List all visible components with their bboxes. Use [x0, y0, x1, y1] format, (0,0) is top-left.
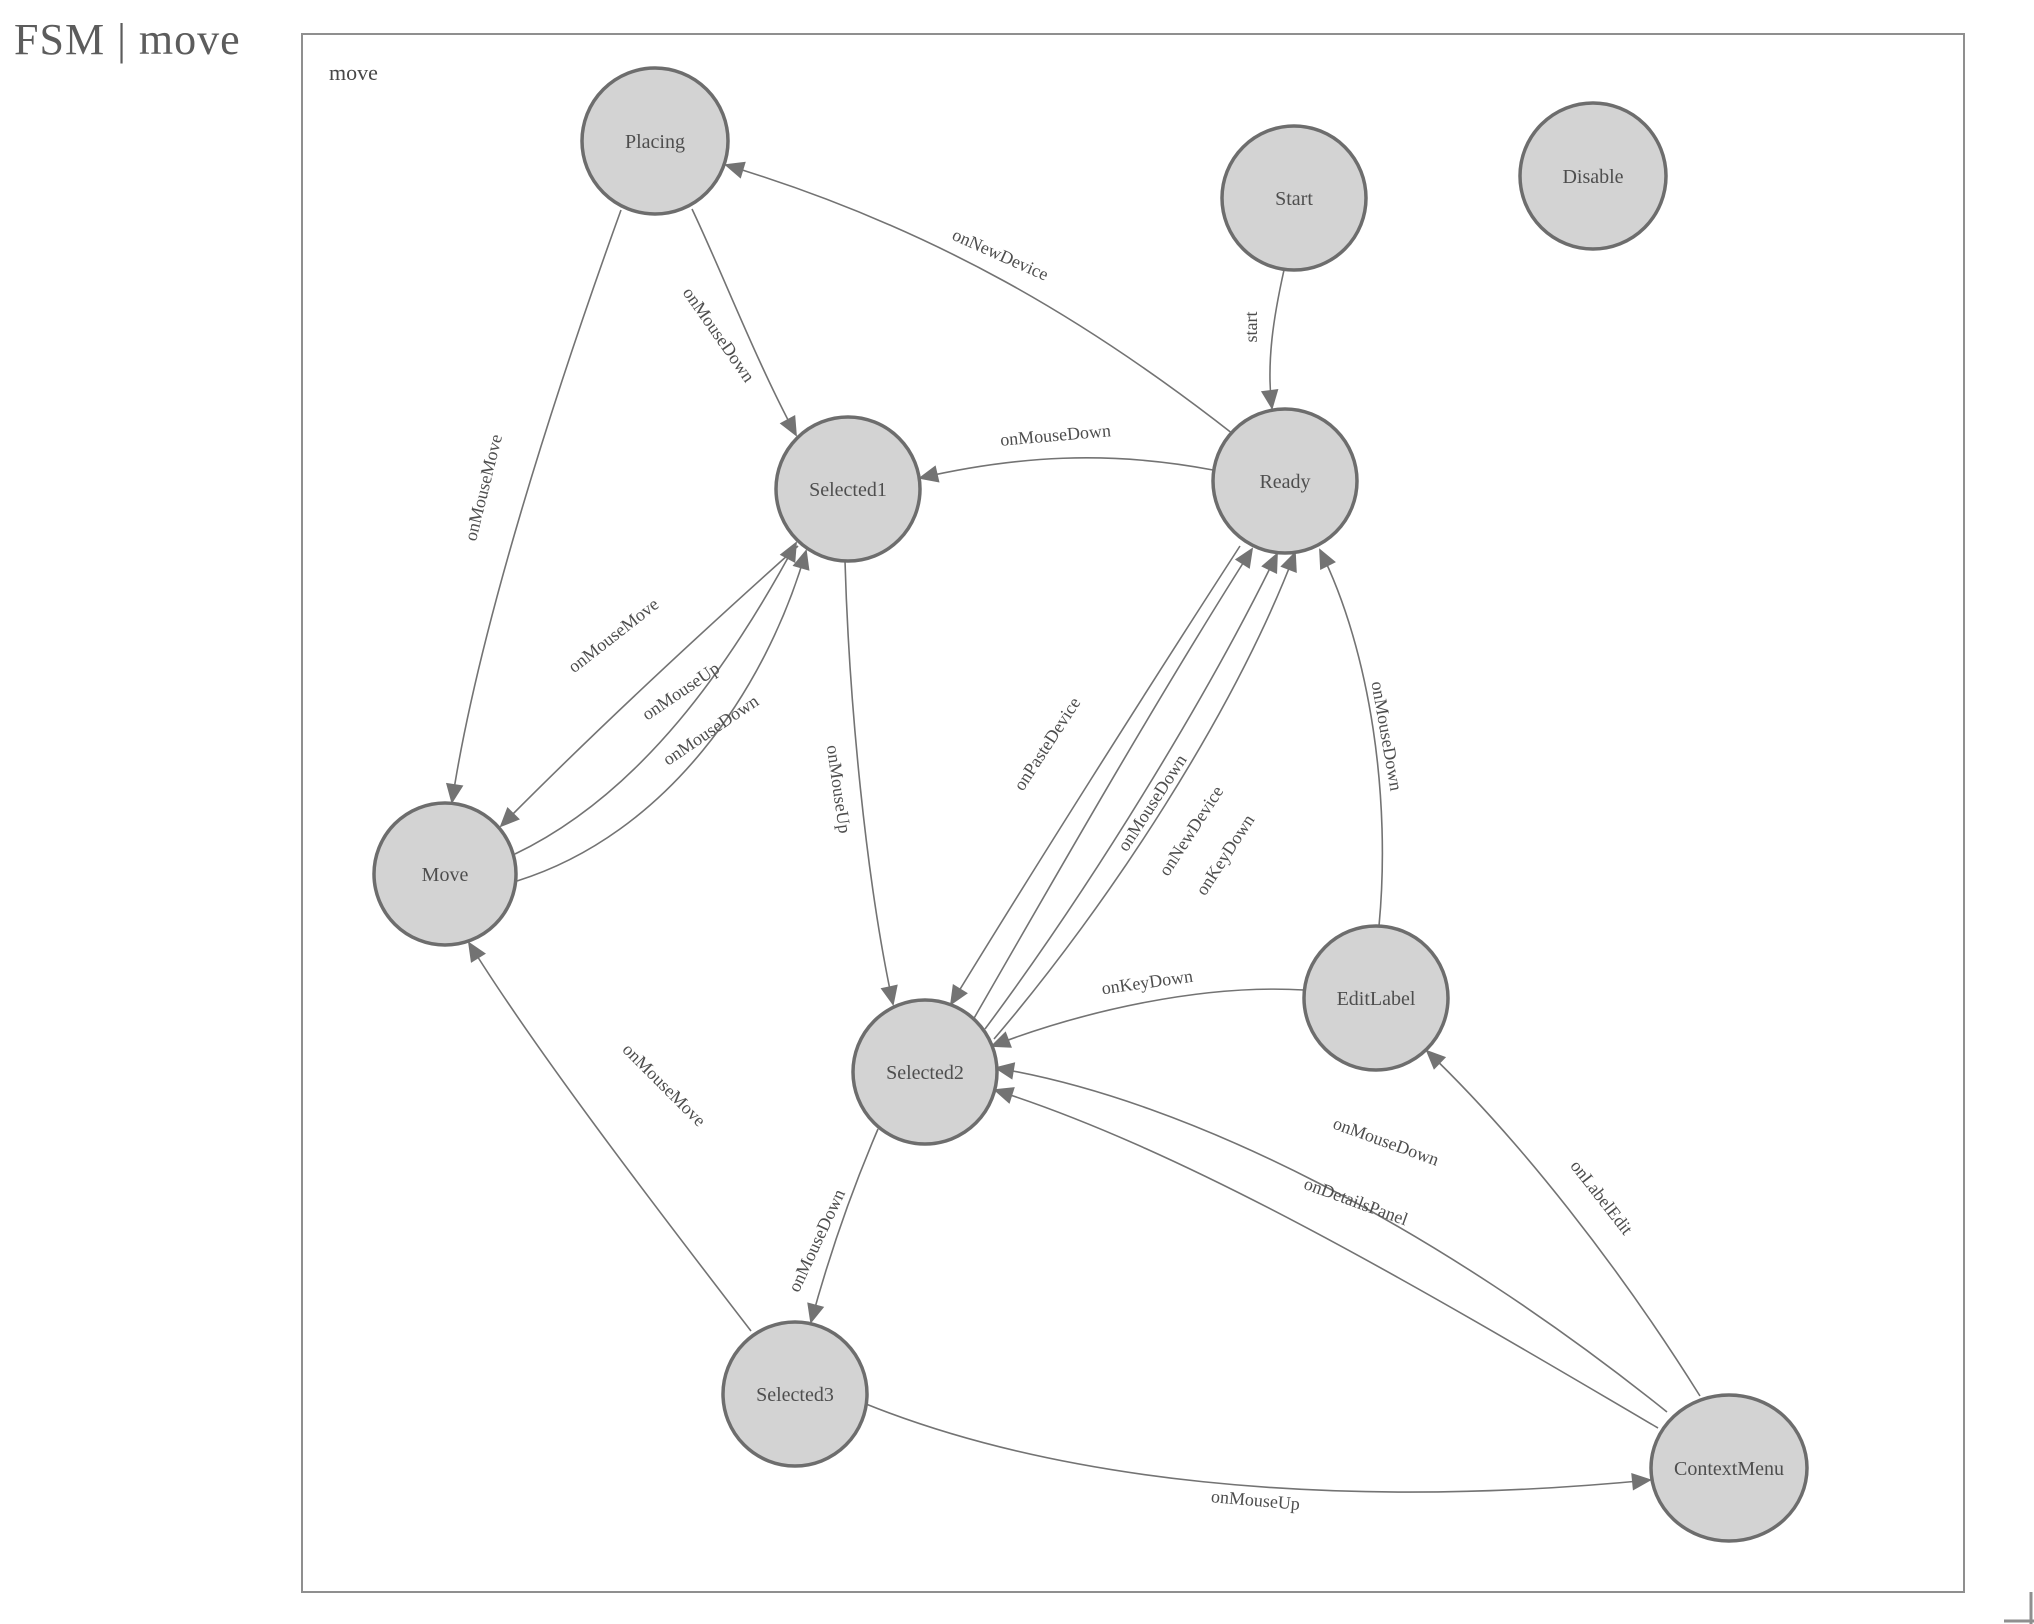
edge-ContextMenu-Selected2: onDetailsPanel — [993, 1087, 1659, 1429]
state-label: ContextMenu — [1674, 1458, 1784, 1480]
edge-Selected1-Move: onMouseMove — [499, 545, 799, 828]
node-Placing[interactable]: Placing — [580, 66, 730, 216]
edge-path — [807, 1128, 879, 1324]
diagram-root: move start onNewDevice onMouseDown onMouseMo… — [301, 33, 2034, 1624]
edge-label: onPasteDevice — [1009, 693, 1084, 794]
edge-path — [918, 457, 1214, 483]
node-ContextMenu[interactable]: ContextMenu — [1649, 1393, 1809, 1543]
edge-Ready-Selected1: onMouseDown — [918, 420, 1214, 483]
edge-path — [499, 545, 799, 828]
state-circle[interactable] — [851, 998, 999, 1146]
edge-path — [990, 988, 1305, 1048]
edge-Selected2-Selected3: onMouseDown — [784, 1128, 879, 1324]
state-circle[interactable] — [372, 801, 518, 947]
edge-Selected3-ContextMenu: onMouseUp — [865, 1403, 1652, 1514]
edge-label: onMouseUp — [1210, 1486, 1300, 1514]
edge-label: onMouseDown — [784, 1186, 849, 1295]
node-Selected2[interactable]: Selected2 — [851, 998, 999, 1146]
state-label: Placing — [625, 131, 685, 153]
edge-path — [1260, 269, 1285, 410]
edge-path — [516, 549, 810, 882]
node-Selected1[interactable]: Selected1 — [774, 415, 922, 563]
state-circle[interactable] — [774, 415, 922, 563]
state-label: Selected2 — [886, 1062, 964, 1084]
edge-Selected3-Move: onMouseMove — [467, 941, 752, 1332]
state-label: Selected1 — [809, 479, 887, 501]
edge-label: onMouseUp — [823, 744, 855, 835]
cluster-label: move — [329, 60, 378, 85]
edge-Placing-Selected1: onMouseDown — [679, 208, 797, 437]
state-circle[interactable] — [721, 1320, 869, 1468]
edge-Ready-Selected2: onPasteDevice — [949, 545, 1241, 1006]
edge-path — [1319, 548, 1384, 927]
state-circle[interactable] — [1220, 124, 1368, 272]
edge-Selected1-Selected2: onMouseUp — [823, 560, 898, 1006]
edge-ContextMenu-EditLabel: onLabelEdit — [1425, 1049, 1701, 1397]
page-title: FSM | move — [14, 15, 241, 64]
edge-EditLabel-Selected2: onKeyDown — [990, 966, 1305, 1048]
edge-path — [467, 941, 752, 1332]
edge-label: onMouseDown — [1367, 680, 1406, 793]
edge-Placing-Move: onMouseMove — [445, 209, 622, 804]
edge-label: onMouseUp — [638, 658, 723, 724]
edge-EditLabel-Ready: onMouseDown — [1319, 548, 1406, 927]
node-Ready[interactable]: Ready — [1211, 407, 1359, 555]
state-circle[interactable] — [1302, 924, 1450, 1072]
state-circle[interactable] — [1518, 101, 1668, 251]
node-Move[interactable]: Move — [372, 801, 518, 947]
edge-path — [1425, 1049, 1701, 1397]
edge-Selected2-Ready: onNewDevice — [984, 552, 1278, 1030]
cluster-box — [301, 33, 1965, 1593]
node-Start[interactable]: Start — [1220, 124, 1368, 272]
edge-path — [724, 161, 1234, 435]
edge-Start-Ready: start — [1241, 269, 1285, 410]
state-circle[interactable] — [1649, 1393, 1809, 1543]
edge-label: onKeyDown — [1100, 966, 1194, 999]
edge-label: onMouseDown — [1330, 1113, 1441, 1170]
edge-Ready-Placing: onNewDevice — [724, 161, 1234, 435]
edge-label: onMouseMove — [460, 432, 506, 543]
edge-path — [514, 541, 797, 855]
state-label: Ready — [1259, 471, 1310, 493]
state-label: Disable — [1562, 166, 1623, 188]
edge-path — [445, 209, 622, 804]
edge-path — [844, 560, 898, 1006]
edge-path — [993, 1087, 1659, 1429]
edge-label: onMouseMove — [619, 1039, 710, 1130]
edge-path — [984, 552, 1278, 1030]
edge-label: onMouseDown — [999, 420, 1111, 450]
edge-path — [865, 1403, 1652, 1493]
edge-path — [993, 551, 1297, 1040]
edge-label: onMouseMove — [564, 594, 662, 677]
edge-label: start — [1241, 312, 1261, 343]
edge-label: onDetailsPanel — [1301, 1173, 1410, 1229]
edge-path — [994, 1062, 1668, 1413]
state-circle[interactable] — [580, 66, 730, 216]
edge-path — [691, 208, 797, 437]
node-Selected3[interactable]: Selected3 — [721, 1320, 869, 1468]
edge-label: onLabelEdit — [1566, 1156, 1637, 1238]
node-Disable[interactable]: Disable — [1518, 101, 1668, 251]
edge-path — [972, 547, 1254, 1021]
edge-label: onNewDevice — [949, 224, 1051, 284]
node-EditLabel[interactable]: EditLabel — [1302, 924, 1450, 1072]
state-label: EditLabel — [1337, 988, 1416, 1010]
state-circle[interactable] — [1211, 407, 1359, 555]
edge-path — [949, 545, 1241, 1006]
state-label: Move — [422, 864, 469, 886]
state-label: Start — [1275, 188, 1313, 210]
edge-ContextMenu-Selected2: onMouseDown — [994, 1062, 1668, 1413]
state-label: Selected3 — [756, 1384, 834, 1406]
